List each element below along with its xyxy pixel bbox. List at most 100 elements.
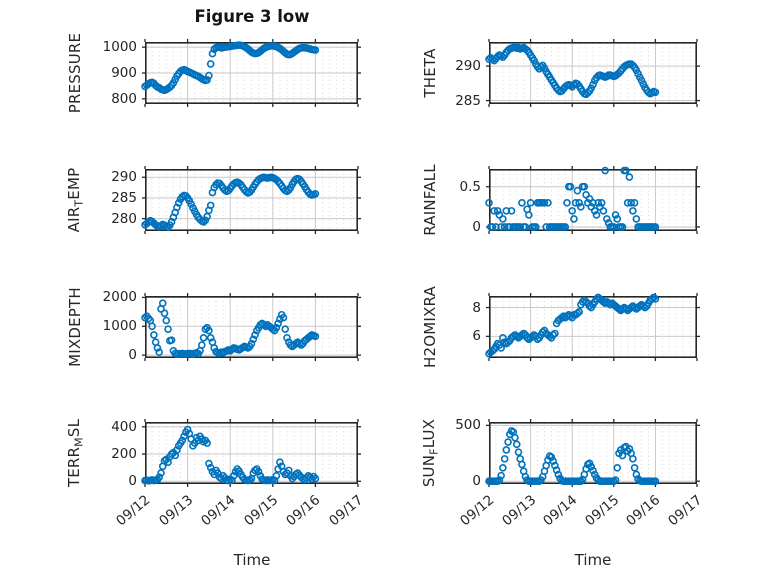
data-point: [518, 199, 526, 207]
data-point: [254, 467, 263, 476]
data-point: [155, 473, 164, 481]
data-point: [499, 464, 507, 472]
x-axis-label-right: Time: [574, 551, 612, 569]
data-point: [281, 325, 290, 333]
data-point: [203, 439, 211, 447]
data-point: [577, 203, 585, 211]
data-point: [594, 199, 603, 207]
data-point: [563, 199, 571, 207]
plot-area-sun_flux: [485, 419, 700, 487]
data-point: [272, 323, 281, 332]
data-point: [597, 199, 606, 207]
data-point: [507, 207, 516, 215]
plot-area-air_temp: [141, 166, 361, 234]
data-point: [247, 339, 256, 348]
data-point: [580, 182, 589, 191]
data-point: [283, 334, 291, 342]
data-point: [571, 199, 580, 207]
y-tick-label: 0: [128, 473, 137, 490]
data-point: [525, 211, 533, 219]
plot-area-terr_msl: [141, 419, 361, 487]
y-axis-label-text: EMP: [64, 167, 83, 200]
x-tick-label: 09/16: [283, 492, 324, 530]
y-tick-label: 900: [111, 65, 137, 81]
data-point: [649, 293, 658, 302]
data-point: [629, 207, 637, 215]
data-point: [589, 466, 597, 475]
data-point: [311, 46, 320, 54]
x-tick-label: 09/15: [581, 492, 623, 530]
data-point: [551, 461, 559, 470]
data-point: [526, 199, 535, 207]
data-point: [629, 455, 637, 463]
data-point: [229, 472, 238, 480]
x-tick-label: 09/12: [457, 492, 498, 530]
data-point: [514, 448, 523, 456]
subplot-rainfall: RAINFALL 0 0.5: [421, 164, 700, 236]
data-point: [210, 344, 219, 352]
data-point: [178, 436, 187, 445]
data-point: [205, 326, 213, 335]
data-point: [201, 216, 210, 225]
data-point: [208, 49, 217, 58]
x-tick-label: 09/16: [623, 492, 664, 530]
data-point: [547, 453, 556, 461]
data-point: [651, 88, 660, 97]
y-axis-label-text: PRESSURE: [66, 32, 84, 114]
data-point: [493, 207, 502, 215]
data-point: [630, 464, 639, 472]
data-point: [158, 299, 167, 308]
axes-frame: [145, 169, 358, 232]
x-tick-label: 09/14: [198, 492, 239, 530]
data-point: [276, 458, 284, 466]
data-point: [651, 223, 660, 231]
data-point: [485, 199, 493, 207]
y-tick-label: 1000: [102, 318, 137, 335]
data-point: [203, 76, 211, 84]
data-point: [512, 440, 521, 449]
y-axis-label-text: SL: [64, 418, 83, 438]
data-point: [625, 173, 634, 181]
data-point: [618, 451, 627, 460]
x-tick-label: 09/14: [540, 492, 581, 530]
plot-area-rainfall: [485, 166, 700, 234]
data-point: [251, 331, 259, 339]
y-tick-label: 6: [472, 328, 481, 345]
data-point: [205, 459, 213, 468]
y-tick-label: 0.5: [459, 178, 481, 195]
data-point: [490, 207, 499, 215]
x-tick-label: 09/17: [665, 492, 706, 530]
subplot-pressure: PRESSURE 800 900 1000: [66, 33, 361, 113]
y-axis-label-text: MIXDEPTH: [66, 287, 84, 367]
data-point: [206, 334, 215, 342]
data-point: [552, 466, 561, 474]
data-point: [590, 207, 599, 215]
data-point: [155, 348, 164, 357]
data-point: [497, 471, 505, 480]
y-axis-label-pressure: PRESSURE: [66, 33, 84, 113]
data-point: [613, 215, 622, 223]
subplot-mixdepth: MIXDEPTH 0 1000 2000: [66, 287, 361, 367]
data-point: [627, 199, 635, 207]
data-point: [150, 331, 158, 339]
data-point: [542, 223, 551, 231]
data-point: [632, 215, 641, 223]
data-point: [511, 433, 519, 442]
data-point: [573, 309, 582, 318]
x-tick-label: 09/13: [498, 492, 539, 530]
subplot-theta: THETA 285 290: [421, 39, 700, 109]
data-point: [549, 331, 557, 339]
subplot-terr-msl: TERRMSL 0 200 400 09/12 09/13 09/14 09/15 09/16 0…: [65, 419, 367, 529]
plot-area-pressure: [141, 39, 361, 107]
x-tick-label: 09/17: [326, 492, 367, 530]
data-point: [311, 332, 320, 341]
data-point: [540, 199, 549, 207]
plot-area-mixdepth: [141, 293, 361, 361]
data-point: [561, 223, 570, 231]
data-point: [622, 166, 630, 175]
data-point: [279, 313, 288, 322]
axes-frame: [145, 42, 358, 105]
data-point: [630, 199, 639, 207]
y-axis-label-subscript: F: [427, 448, 441, 455]
y-axis-label-text: AIR: [64, 206, 83, 233]
